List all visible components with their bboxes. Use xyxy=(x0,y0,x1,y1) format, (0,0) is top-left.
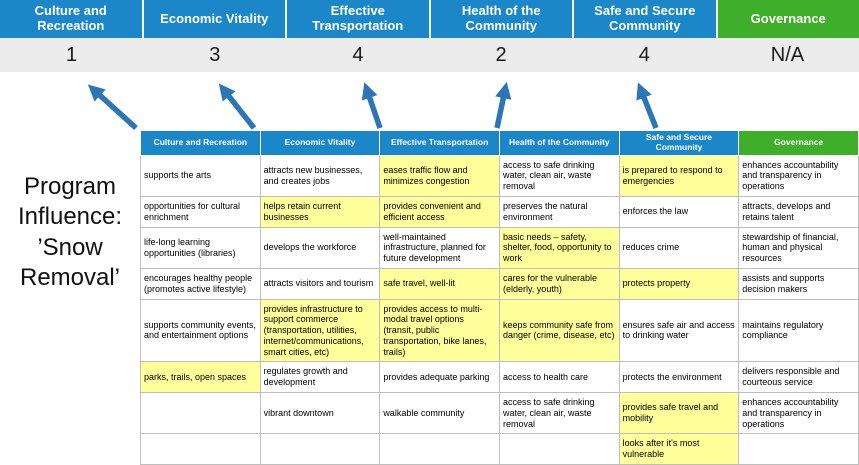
matrix-cell-highlighted: basic needs – safety, shelter, food, opp… xyxy=(498,226,620,269)
matrix-cell-highlighted: looks after it's most vulnerable xyxy=(618,433,740,465)
matrix-cell-highlighted: protects property xyxy=(618,267,740,300)
score-effective-transportation: 4 xyxy=(352,43,364,66)
matrix-cell xyxy=(259,433,381,465)
influence-arrows xyxy=(87,81,659,131)
matrix-cell: access to safe drinking water, clean air… xyxy=(498,154,620,197)
matrix-cell: attracts new businesses, and creates job… xyxy=(259,154,381,197)
matrix-cell: attracts visitors and tourism xyxy=(259,267,381,300)
matrix-cell: maintains regulatory compliance xyxy=(738,298,859,363)
matrix-header-safe-and-secure-community: Safe and Secure Community xyxy=(618,130,740,156)
matrix-cell-highlighted: provides infrastructure to support comme… xyxy=(259,298,381,363)
matrix-cell xyxy=(379,433,500,465)
matrix-cell: assists and supports decision makers xyxy=(738,267,859,300)
matrix-cell: opportunities for cultural enrichment xyxy=(140,195,261,228)
category-header-governance: Governance xyxy=(717,0,859,38)
matrix-cell: walkable community xyxy=(379,392,500,435)
matrix-header-row: Culture and Recreation Economic Vitality E… xyxy=(140,130,859,156)
matrix-cell: vibrant downtown xyxy=(259,392,381,435)
matrix-cell: regulates growth and development xyxy=(259,361,381,394)
matrix-cell: access to safe drinking water, clean air… xyxy=(498,392,620,435)
matrix-cell xyxy=(140,392,261,435)
score-health-of-the-community: 2 xyxy=(495,43,507,66)
matrix-cell-highlighted: parks, trails, open spaces xyxy=(140,361,261,394)
matrix-cell-highlighted: provides convenient and efficient access xyxy=(379,195,500,228)
matrix-cell: enhances accountability and transparency… xyxy=(738,154,859,197)
category-header-economic-vitality: Economic Vitality xyxy=(143,0,287,38)
score-row: 1 3 4 2 4 N/A xyxy=(0,38,859,72)
matrix-cell-highlighted: eases traffic flow and minimizes congest… xyxy=(379,154,500,197)
matrix-cell: supports community events, and entertain… xyxy=(140,298,261,363)
matrix-cell: reduces crime xyxy=(618,226,740,269)
matrix-cell xyxy=(498,433,620,465)
matrix-cell: ensures safe air and access to drinking … xyxy=(618,298,740,363)
category-header-culture-and-recreation: Culture and Recreation xyxy=(0,0,144,38)
matrix-cell-highlighted: provides safe travel and mobility xyxy=(618,392,740,435)
program-title: Program Influence: ’Snow Removal’ xyxy=(17,173,123,292)
category-header-health-of-the-community: Health of the Community xyxy=(430,0,574,38)
matrix-cell: stewardship of financial, human and phys… xyxy=(738,226,859,269)
matrix-cell: enhances accountability and transparency… xyxy=(738,392,859,435)
matrix-cell: develops the workforce xyxy=(259,226,381,269)
matrix-row-4: encourages healthy people (promotes acti… xyxy=(140,267,859,300)
matrix-cell-highlighted: provides access to multi-modal travel op… xyxy=(379,298,500,363)
matrix-header-culture-and-recreation: Culture and Recreation xyxy=(140,130,261,156)
matrix-row-5: supports community events, and entertain… xyxy=(140,298,859,363)
arrow-economic-vitality xyxy=(218,83,257,130)
matrix-header-effective-transportation: Effective Transportation xyxy=(379,130,500,156)
arrow-safe-and-secure-community xyxy=(636,82,659,130)
arrow-effective-transportation xyxy=(361,82,383,129)
score-safe-and-secure-community: 4 xyxy=(638,43,650,66)
matrix-row-7: vibrant downtown walkable community access… xyxy=(140,392,859,435)
matrix-cell: well-maintained infrastructure, planned … xyxy=(379,226,500,269)
matrix-header-economic-vitality: Economic Vitality xyxy=(259,130,381,156)
matrix-header-health-of-the-community: Health of the Community xyxy=(498,130,620,156)
matrix-cell: supports the arts xyxy=(140,154,261,197)
score-culture-and-recreation: 1 xyxy=(66,43,78,66)
influence-matrix: Culture and Recreation Economic Vitality E… xyxy=(140,130,859,465)
category-header-effective-transportation: Effective Transportation xyxy=(287,0,431,38)
matrix-cell-highlighted: is prepared to respond to emergencies xyxy=(618,154,740,197)
matrix-row-8: looks after it's most vulnerable xyxy=(140,433,859,465)
matrix-header-governance: Governance xyxy=(738,130,859,156)
category-banner: Culture and Recreation Economic Vitality E… xyxy=(0,0,859,38)
matrix-row-1: supports the arts attracts new businesses… xyxy=(140,154,859,197)
matrix-cell-highlighted: keeps community safe from danger (crime,… xyxy=(498,298,620,363)
matrix-cell: provides adequate parking xyxy=(379,361,500,394)
matrix-cell: protects the environment xyxy=(618,361,740,394)
matrix-row-6: parks, trails, open spaces regulates grow… xyxy=(140,361,859,394)
matrix-cell-highlighted: helps retain current businesses xyxy=(259,195,381,228)
category-header-safe-and-secure-community: Safe and Secure Community xyxy=(574,0,718,38)
matrix-cell xyxy=(738,433,859,465)
matrix-cell: encourages healthy people (promotes acti… xyxy=(140,267,261,300)
matrix-cell: attracts, develops and retains talent xyxy=(738,195,859,228)
matrix-cell-highlighted: safe travel, well-lit xyxy=(379,267,500,300)
matrix-cell: preserves the natural environment xyxy=(498,195,620,228)
arrow-culture-and-recreation xyxy=(87,84,138,131)
matrix-cell-highlighted: cares for the vulnerable (elderly, youth… xyxy=(498,267,620,300)
score-governance: N/A xyxy=(770,43,805,66)
matrix-cell: delivers responsible and courteous servi… xyxy=(738,361,859,394)
matrix-cell: life-long learning opportunities (librar… xyxy=(140,226,261,269)
arrow-health-of-the-community xyxy=(494,81,512,129)
matrix-row-3: life-long learning opportunities (librar… xyxy=(140,226,859,269)
score-economic-vitality: 3 xyxy=(209,43,221,66)
matrix-row-2: opportunities for cultural enrichment hel… xyxy=(140,195,859,228)
matrix-cell: access to health care xyxy=(498,361,620,394)
matrix-cell xyxy=(140,433,261,465)
matrix-cell: enforces the law xyxy=(618,195,740,228)
